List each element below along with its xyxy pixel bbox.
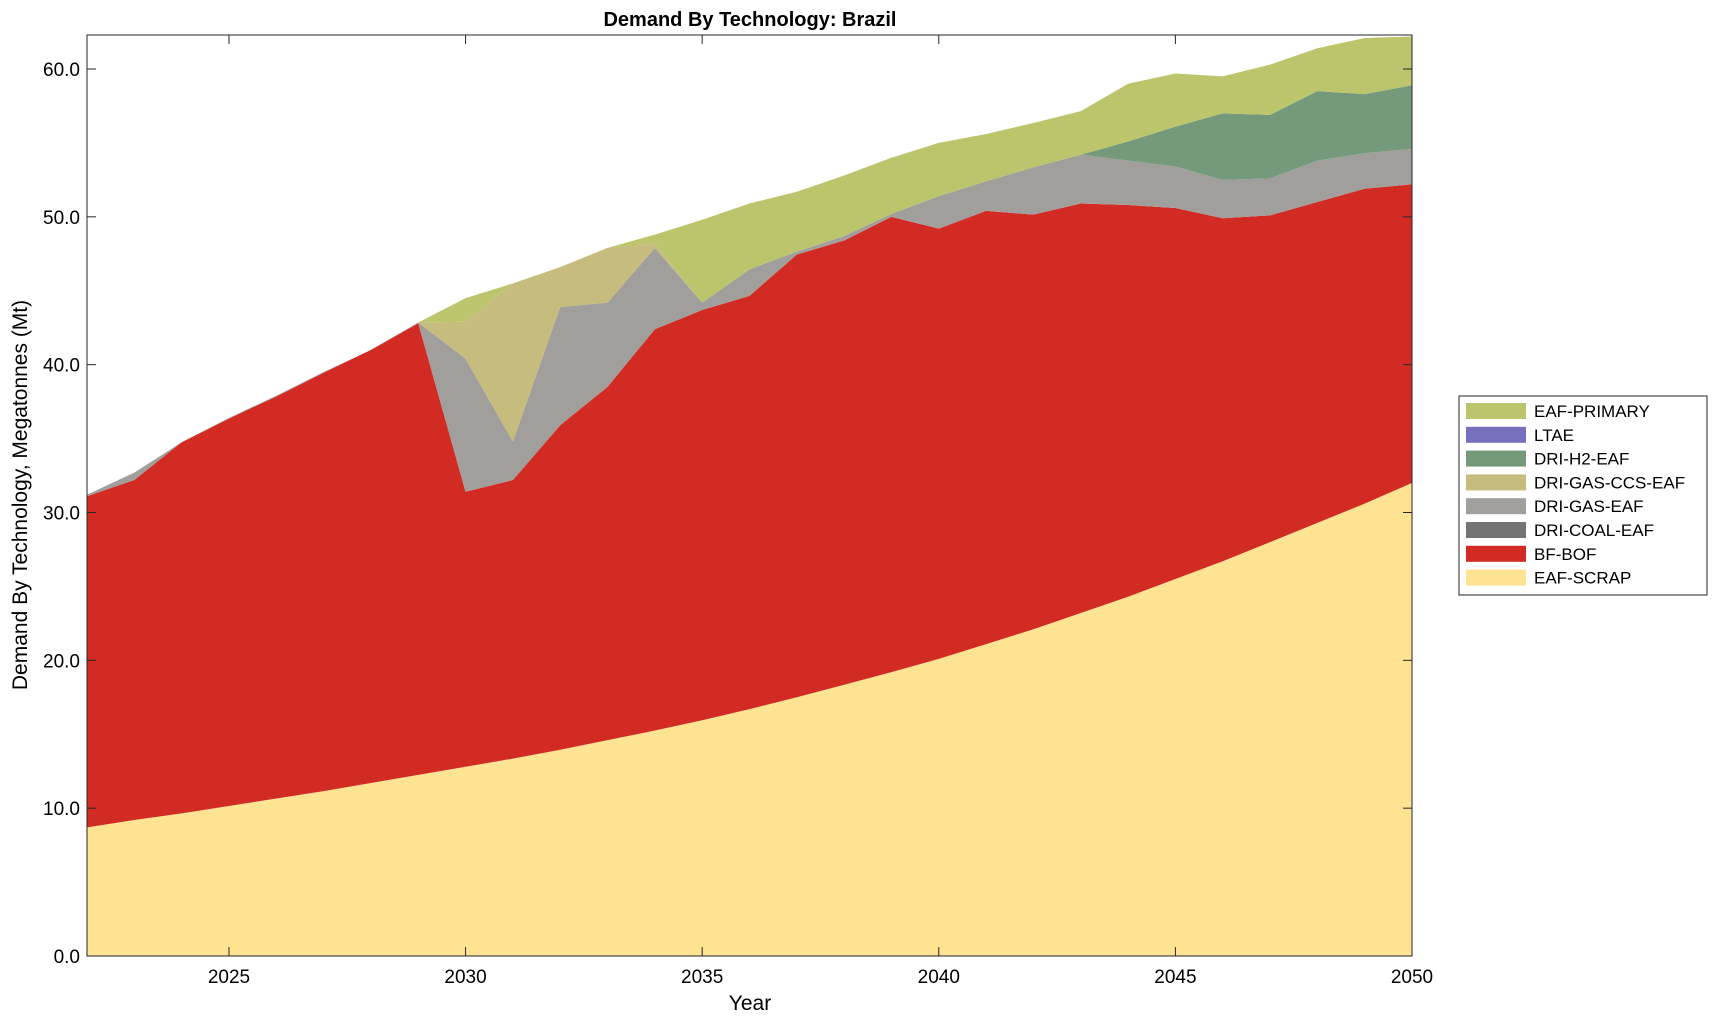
x-tick-label: 2045: [1154, 967, 1196, 988]
legend-swatch-dri-h2-eaf: [1466, 450, 1526, 467]
legend-label-eaf-primary: EAF-PRIMARY: [1534, 402, 1650, 421]
legend-label-dri-gas-eaf: DRI-GAS-EAF: [1534, 497, 1644, 516]
legend-label-ltae: LTAE: [1534, 426, 1574, 445]
x-tick-label: 2030: [444, 967, 486, 988]
legend-swatch-dri-coal-eaf: [1466, 522, 1526, 538]
area-eaf-scrap: [87, 482, 1412, 956]
legend-label-dri-gas-ccs-eaf: DRI-GAS-CCS-EAF: [1534, 473, 1685, 492]
legend-swatch-ltae: [1466, 426, 1526, 443]
x-axis: 2025 2030 2035 2040 2045 2050: [208, 35, 1433, 988]
x-tick-label: 2050: [1391, 967, 1433, 988]
area-dri-h2-eaf: [87, 85, 1412, 495]
legend-swatch-bf-bof: [1466, 545, 1526, 562]
y-tick-label: 30.0: [43, 504, 80, 525]
legend-swatch-dri-gas-eaf: [1466, 498, 1526, 515]
y-tick-label: 40.0: [43, 356, 80, 377]
legend: EAF-PRIMARY LTAE DRI-H2-EAF DRI-GAS-CCS-EAF…: [1458, 395, 1708, 596]
plot-frame: [86, 34, 1413, 957]
legend-swatch-dri-gas-ccs-eaf: [1466, 474, 1526, 491]
y-axis-label: Demand By Technology, Megatonnes (Mt): [9, 300, 32, 690]
y-tick-label: 60.0: [43, 60, 80, 81]
y-tick-label: 20.0: [43, 651, 80, 672]
chart-title: Demand By Technology: Brazil: [603, 9, 896, 31]
area-bf-bof: [87, 184, 1412, 828]
y-axis: 0.0 10.0 20.0 30.0 40.0 50.0 60.0: [43, 60, 1412, 968]
y-tick-label: 50.0: [43, 208, 80, 229]
series-areas: [87, 36, 1412, 956]
legend-label-bf-bof: BF-BOF: [1534, 545, 1596, 564]
legend-label-dri-coal-eaf: DRI-COAL-EAF: [1534, 521, 1654, 540]
x-axis-label: Year: [729, 992, 771, 1015]
area-eaf-primary: [87, 36, 1412, 495]
legend-swatch-eaf-primary: [1466, 403, 1526, 419]
legend-box: [1458, 395, 1708, 596]
y-tick-label: 10.0: [43, 799, 80, 820]
y-tick-label: 0.0: [54, 947, 80, 968]
legend-swatch-eaf-scrap: [1466, 569, 1526, 586]
x-tick-label: 2035: [681, 967, 723, 988]
legend-label-eaf-scrap: EAF-SCRAP: [1534, 569, 1631, 588]
area-dri-gas-eaf: [87, 148, 1412, 497]
x-tick-label: 2025: [208, 967, 250, 988]
x-tick-label: 2040: [918, 967, 960, 988]
legend-label-dri-h2-eaf: DRI-H2-EAF: [1534, 450, 1629, 469]
